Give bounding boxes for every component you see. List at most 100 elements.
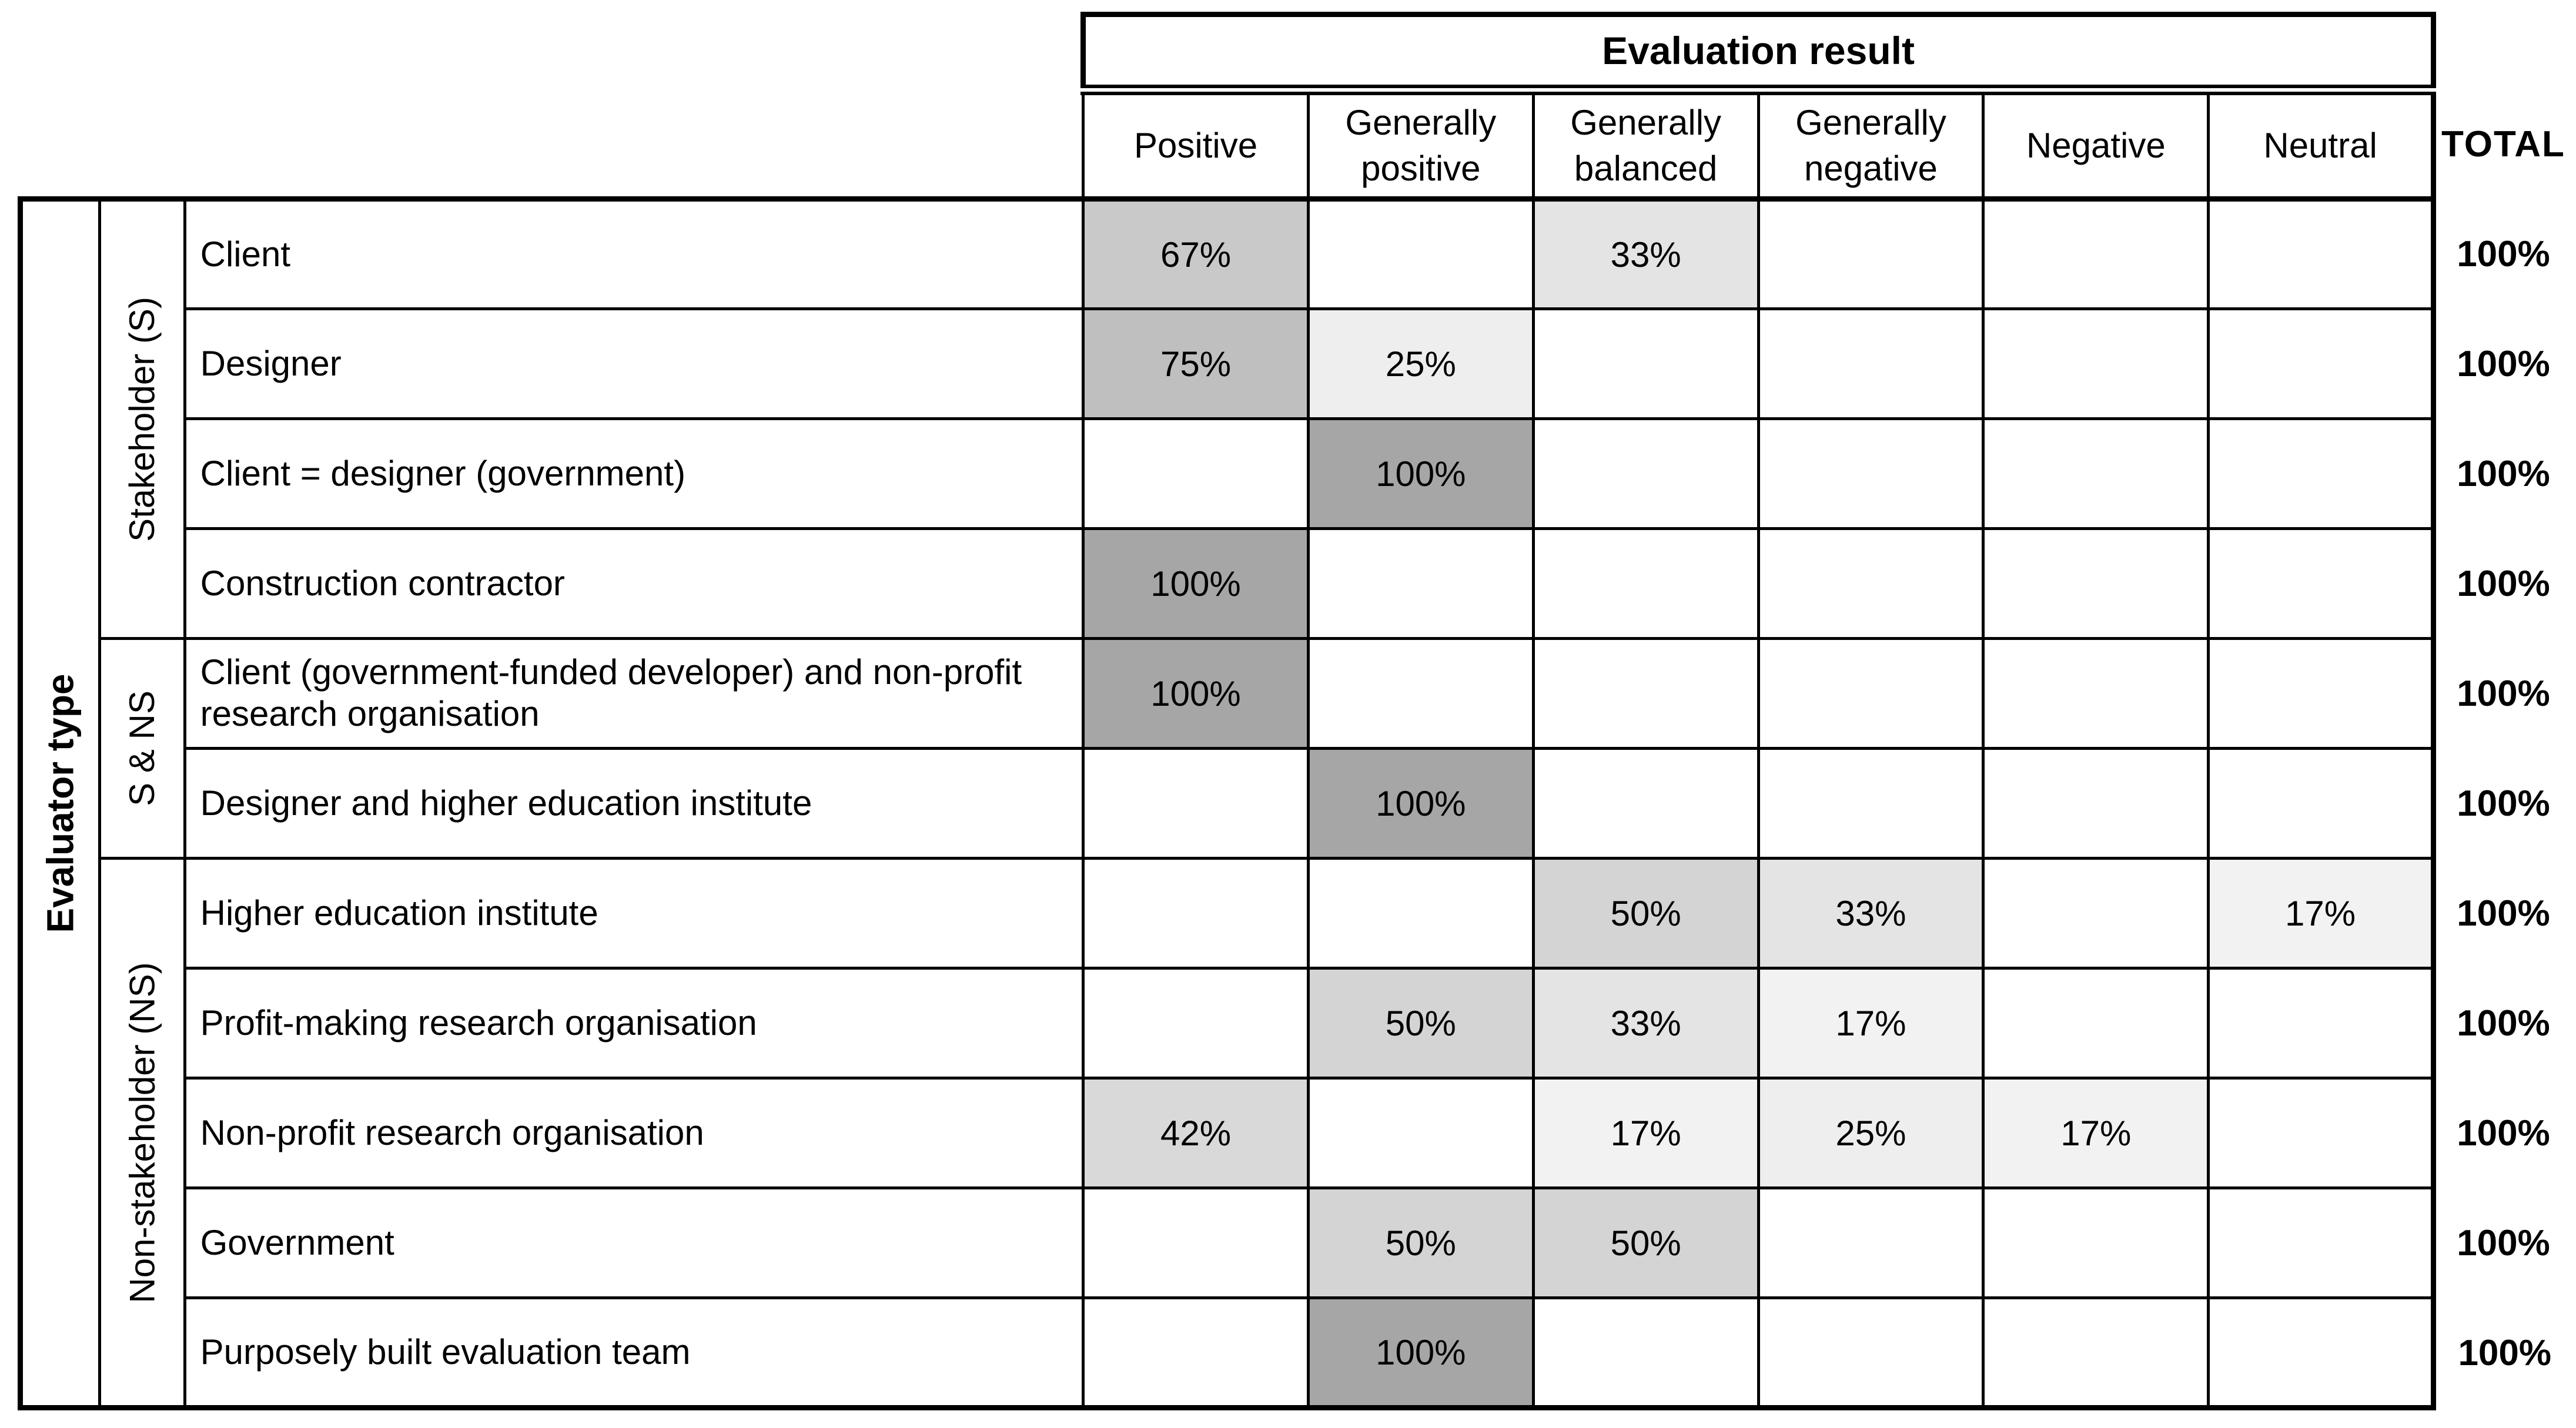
result-cell-generally-balanced	[1531, 1296, 1760, 1410]
column-header-generally-balanced: Generally balanced	[1531, 84, 1760, 202]
result-cell-generally-negative: 33%	[1757, 857, 1985, 970]
result-cell-generally-negative	[1757, 527, 1985, 640]
row-label: Profit-making research organisation	[183, 967, 1085, 1080]
result-cell-positive: 42%	[1082, 1077, 1310, 1189]
result-cell-positive	[1082, 967, 1310, 1080]
result-cell-generally-negative: 25%	[1757, 1077, 1985, 1189]
result-cell-positive: 67%	[1082, 197, 1310, 310]
result-cell-generally-balanced	[1531, 307, 1760, 420]
result-cell-generally-negative	[1757, 1296, 1985, 1410]
result-cell-neutral	[2207, 1296, 2436, 1410]
result-cell-generally-negative: 17%	[1757, 967, 1985, 1080]
result-cell-generally-positive: 100%	[1306, 747, 1535, 860]
result-cell-neutral	[2207, 527, 2436, 640]
table-row: Construction contractor 100% 100%	[21, 527, 2574, 640]
result-cell-generally-balanced	[1531, 637, 1760, 750]
result-cell-neutral	[2207, 197, 2436, 310]
result-cell-negative	[1982, 857, 2210, 970]
result-cell-negative	[1982, 747, 2210, 860]
result-cell-neutral	[2207, 967, 2436, 1080]
result-cell-neutral: 17%	[2207, 857, 2436, 970]
column-header-neutral: Neutral	[2207, 84, 2436, 202]
column-header-positive: Positive	[1082, 84, 1310, 202]
evaluation-result-band: Evaluation result	[20, 12, 2574, 90]
row-label: Non-profit research organisation	[183, 1077, 1085, 1189]
table-row: Evaluator type Stakeholder (S) Client 67% 33…	[18, 196, 2574, 1410]
result-cell-generally-balanced	[1531, 747, 1760, 860]
evaluation-table-figure: Evaluation result Positive Generally pos…	[18, 12, 2576, 1410]
result-cell-negative	[1982, 967, 2210, 1080]
total-cell: 100%	[2457, 233, 2550, 274]
column-header-generally-negative: Generally negative	[1757, 84, 1985, 202]
result-cell-positive	[1082, 857, 1310, 970]
result-cell-generally-balanced	[1531, 417, 1760, 530]
evaluation-results-table: Evaluation result Positive Generally pos…	[18, 12, 2576, 1410]
total-cell: 100%	[2458, 1332, 2552, 1373]
table-row: Non-profit research organisation 42% 17% 25…	[21, 1077, 2574, 1189]
row-label: Government	[183, 1186, 1085, 1299]
result-cell-negative	[1982, 637, 2210, 750]
result-cell-generally-positive	[1306, 857, 1535, 970]
column-header-blank	[20, 89, 1083, 199]
row-label: Client = designer (government)	[183, 417, 1085, 530]
total-cell: 100%	[2457, 783, 2550, 824]
column-header-row: Positive Generally positive Generally ba…	[20, 84, 2574, 202]
result-cell-generally-positive	[1306, 197, 1535, 310]
result-cell-generally-balanced: 33%	[1531, 967, 1760, 1080]
result-cell-negative	[1982, 1296, 2210, 1410]
result-cell-positive: 100%	[1082, 637, 1310, 750]
result-cell-generally-negative	[1757, 417, 1985, 530]
result-cell-negative	[1982, 197, 2210, 310]
result-cell-generally-negative	[1757, 747, 1985, 860]
total-cell: 100%	[2457, 453, 2550, 494]
result-cell-neutral	[2207, 747, 2436, 860]
total-header-blank	[2433, 14, 2574, 90]
result-cell-generally-negative	[1757, 307, 1985, 420]
result-cell-generally-negative	[1757, 197, 1985, 310]
result-cell-negative	[1982, 527, 2210, 640]
group-label-text: S & NS	[122, 690, 162, 806]
evaluator-type-axis-label: Evaluator type	[18, 196, 101, 1410]
result-cell-generally-positive: 100%	[1306, 417, 1535, 530]
total-cell: 100%	[2457, 893, 2550, 934]
column-header-generally-positive: Generally positive	[1306, 84, 1535, 202]
row-label: Designer and higher education institute	[183, 747, 1085, 860]
result-cell-neutral	[2207, 307, 2436, 420]
result-cell-generally-positive	[1306, 637, 1535, 750]
table-row: Purposely built evaluation team 100% 100%	[21, 1296, 2574, 1410]
result-cell-generally-negative	[1757, 637, 1985, 750]
row-label: Client	[183, 196, 1085, 310]
column-header-negative: Negative	[1982, 84, 2210, 202]
row-label: Higher education institute	[183, 857, 1085, 970]
result-cell-negative: 17%	[1982, 1077, 2210, 1189]
result-cell-generally-positive	[1306, 1077, 1535, 1189]
result-cell-positive: 75%	[1082, 307, 1310, 420]
result-cell-positive	[1082, 747, 1310, 860]
result-cell-neutral	[2207, 1077, 2436, 1189]
table-row: Designer 75% 25% 100%	[21, 307, 2574, 420]
row-label: Client (government-funded developer) and…	[183, 637, 1085, 750]
group-label-non-stakeholder-ns: Non-stakeholder (NS)	[98, 857, 186, 1410]
result-cell-neutral	[2207, 1186, 2436, 1299]
total-cell: 100%	[2457, 1112, 2550, 1154]
result-cell-positive	[1082, 1296, 1310, 1410]
result-cell-neutral	[2207, 417, 2436, 530]
row-label: Construction contractor	[183, 527, 1085, 640]
total-cell: 100%	[2457, 563, 2550, 604]
result-cell-generally-balanced: 50%	[1531, 1186, 1760, 1299]
group-label-text: Stakeholder (S)	[122, 297, 162, 542]
table-row: Non-stakeholder (NS) Higher education ins…	[21, 857, 2574, 1410]
total-cell: 100%	[2457, 343, 2550, 384]
result-cell-positive: 100%	[1082, 527, 1310, 640]
group-label-s-ns: S & NS	[98, 637, 186, 860]
total-cell: 100%	[2457, 1003, 2550, 1044]
table-row: Profit-making research organisation 50% 33…	[21, 967, 2574, 1080]
result-cell-generally-balanced: 50%	[1531, 857, 1760, 970]
result-cell-generally-positive: 50%	[1306, 1186, 1535, 1299]
table-row: Client = designer (government) 100% 100%	[21, 417, 2574, 530]
result-cell-generally-positive: 25%	[1306, 307, 1535, 420]
group-label-stakeholder-s: Stakeholder (S)	[98, 196, 186, 640]
evaluator-type-text: Evaluator type	[39, 673, 82, 933]
result-cell-positive	[1082, 417, 1310, 530]
total-cell: 100%	[2457, 673, 2550, 714]
